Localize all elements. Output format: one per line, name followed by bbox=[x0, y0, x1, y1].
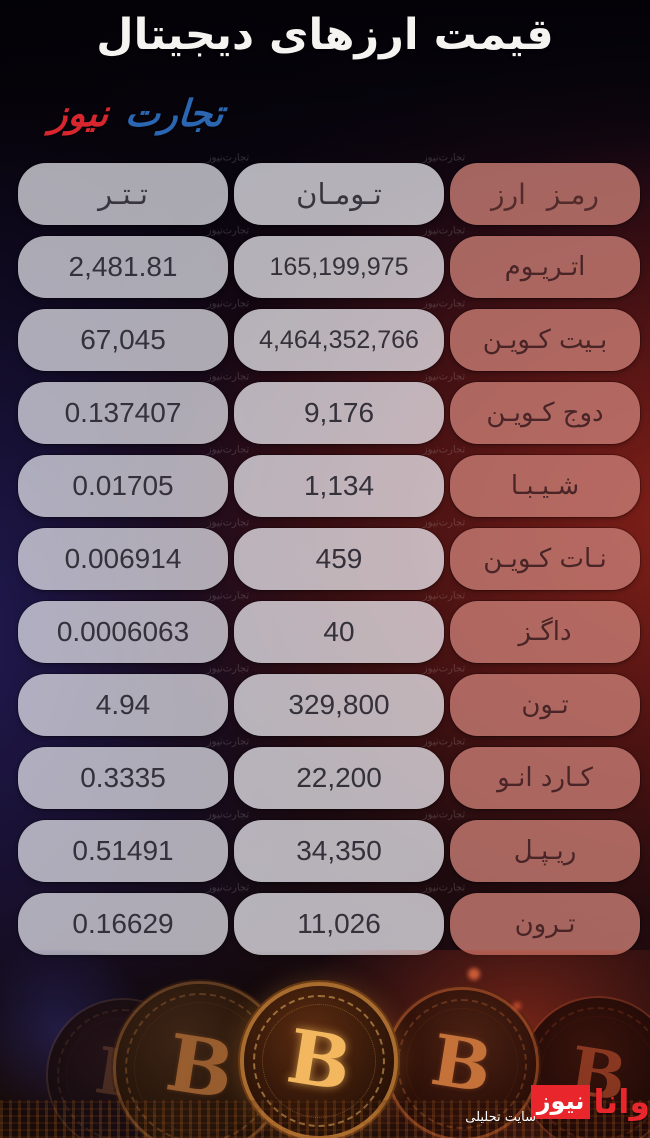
crypto-name-label: نـات کـویـن bbox=[483, 544, 607, 574]
crypto-name-cell: نـات کـویـن bbox=[450, 528, 640, 590]
table-row: دوج کـویـن 9,176 0.137407 bbox=[0, 382, 650, 444]
price-table: رمـز ارز تـومـان تـتـر اتـریـوم 165,199,… bbox=[0, 163, 650, 955]
crypto-name-label: تـون bbox=[521, 690, 569, 720]
toman-price-cell: 9,176 bbox=[234, 382, 444, 444]
tejarat-news-logo: تجارت نیوز bbox=[48, 92, 225, 135]
tether-price-value: 0.006914 bbox=[64, 543, 182, 574]
bitcoin-symbol: B bbox=[160, 1017, 240, 1118]
tejarat-news-watermark: تجارت‌نیوز bbox=[422, 152, 466, 163]
header-tether-cell: تـتـر bbox=[18, 163, 228, 225]
wana-logo-text-boxed: نیوز bbox=[530, 1084, 591, 1119]
header-tether-label: تـتـر bbox=[98, 177, 148, 211]
tether-price-value: 0.0006063 bbox=[56, 616, 190, 647]
wana-logo-text-red: وانا bbox=[593, 1082, 650, 1121]
table-row: داگـز 40 0.0006063 bbox=[0, 601, 650, 663]
table-row: بـیت کـویـن 4,464,352,766 67,045 bbox=[0, 309, 650, 371]
toman-price-value: 34,350 bbox=[296, 835, 382, 866]
toman-price-cell: 459 bbox=[234, 528, 444, 590]
tether-price-cell: 0.3335 bbox=[18, 747, 228, 809]
toman-price-cell: 34,350 bbox=[234, 820, 444, 882]
page-title: قیمت ارزهای دیجیتال bbox=[96, 10, 554, 60]
toman-price-value: 459 bbox=[315, 543, 363, 574]
tether-price-value: 4.94 bbox=[95, 689, 151, 720]
toman-price-value: 9,176 bbox=[303, 397, 375, 428]
toman-price-value: 1,134 bbox=[303, 470, 375, 501]
red-bokeh-dot bbox=[468, 968, 480, 980]
tether-price-cell: 0.0006063 bbox=[18, 601, 228, 663]
crypto-name-cell: دوج کـویـن bbox=[450, 382, 640, 444]
crypto-name-cell: کـارد انـو bbox=[450, 747, 640, 809]
toman-price-value: 40 bbox=[323, 616, 355, 647]
header-toman-label: تـومـان bbox=[296, 177, 382, 211]
tether-price-cell: 2,481.81 bbox=[18, 236, 228, 298]
table-row: ریـپـل 34,350 0.51491 bbox=[0, 820, 650, 882]
crypto-name-label: ریـپـل bbox=[513, 836, 577, 866]
crypto-name-cell: تـرون bbox=[450, 893, 640, 955]
table-header-row: رمـز ارز تـومـان تـتـر bbox=[0, 163, 650, 225]
crypto-name-cell: بـیت کـویـن bbox=[450, 309, 640, 371]
crypto-name-label: داگـز bbox=[518, 617, 572, 647]
toman-price-value: 4,464,352,766 bbox=[259, 325, 419, 354]
bitcoin-coin-center: B bbox=[244, 986, 394, 1136]
crypto-name-cell: تـون bbox=[450, 674, 640, 736]
table-row: تـرون 11,026 0.16629 bbox=[0, 893, 650, 955]
toman-price-cell: 22,200 bbox=[234, 747, 444, 809]
toman-price-cell: 329,800 bbox=[234, 674, 444, 736]
header-crypto-label: رمـز ارز bbox=[491, 177, 599, 211]
tether-price-cell: 0.137407 bbox=[18, 382, 228, 444]
toman-price-value: 329,800 bbox=[288, 689, 390, 720]
tejarat-news-watermark: تجارت‌نیوز bbox=[206, 152, 250, 163]
toman-price-cell: 165,199,975 bbox=[234, 236, 444, 298]
wana-logo-subtitle: سایت تحلیلی bbox=[465, 1110, 536, 1125]
tether-price-value: 2,481.81 bbox=[68, 251, 178, 282]
toman-price-cell: 40 bbox=[234, 601, 444, 663]
crypto-name-label: شـیـبـا bbox=[510, 471, 580, 501]
brand-text-red: نیوز bbox=[48, 92, 110, 135]
tether-price-cell: 0.01705 bbox=[18, 455, 228, 517]
table-row: شـیـبـا 1,134 0.01705 bbox=[0, 455, 650, 517]
header-crypto-cell: رمـز ارز bbox=[450, 163, 640, 225]
crypto-name-cell: شـیـبـا bbox=[450, 455, 640, 517]
toman-price-cell: 11,026 bbox=[234, 893, 444, 955]
tether-price-value: 0.16629 bbox=[72, 908, 174, 939]
toman-price-cell: 4,464,352,766 bbox=[234, 309, 444, 371]
table-row: اتـریـوم 165,199,975 2,481.81 bbox=[0, 236, 650, 298]
tether-price-cell: 4.94 bbox=[18, 674, 228, 736]
crypto-name-label: کـارد انـو bbox=[497, 763, 593, 793]
tether-price-value: 0.137407 bbox=[64, 397, 182, 428]
tether-price-cell: 0.006914 bbox=[18, 528, 228, 590]
crypto-name-cell: اتـریـوم bbox=[450, 236, 640, 298]
crypto-name-label: اتـریـوم bbox=[504, 252, 586, 282]
crypto-name-label: دوج کـویـن bbox=[486, 398, 604, 428]
tether-price-cell: 0.51491 bbox=[18, 820, 228, 882]
toman-price-value: 11,026 bbox=[297, 908, 381, 939]
bitcoin-symbol: B bbox=[281, 1013, 357, 1109]
tether-price-value: 0.01705 bbox=[72, 470, 174, 501]
tether-price-value: 0.3335 bbox=[80, 762, 166, 793]
table-row: نـات کـویـن 459 0.006914 bbox=[0, 528, 650, 590]
crypto-name-cell: داگـز bbox=[450, 601, 640, 663]
crypto-name-cell: ریـپـل bbox=[450, 820, 640, 882]
bitcoin-coin-right: B bbox=[388, 990, 536, 1138]
tether-price-value: 67,045 bbox=[80, 324, 166, 355]
wana-news-logo: وانا نیوز سایت تحلیلی bbox=[465, 1082, 650, 1125]
crypto-name-label: بـیت کـویـن bbox=[482, 325, 608, 355]
wana-logo-row: وانا نیوز bbox=[530, 1082, 650, 1121]
header-toman-cell: تـومـان bbox=[234, 163, 444, 225]
toman-price-cell: 1,134 bbox=[234, 455, 444, 517]
tether-price-cell: 0.16629 bbox=[18, 893, 228, 955]
tether-price-cell: 67,045 bbox=[18, 309, 228, 371]
bitcoin-symbol: B bbox=[426, 1017, 498, 1110]
brand-text-blue: تجارت bbox=[123, 92, 226, 135]
tether-price-value: 0.51491 bbox=[72, 835, 174, 866]
table-row: کـارد انـو 22,200 0.3335 bbox=[0, 747, 650, 809]
toman-price-value: 22,200 bbox=[296, 762, 382, 793]
toman-price-value: 165,199,975 bbox=[269, 252, 409, 281]
red-bokeh-dot bbox=[513, 1002, 521, 1010]
table-row: تـون 329,800 4.94 bbox=[0, 674, 650, 736]
crypto-name-label: تـرون bbox=[514, 909, 576, 939]
